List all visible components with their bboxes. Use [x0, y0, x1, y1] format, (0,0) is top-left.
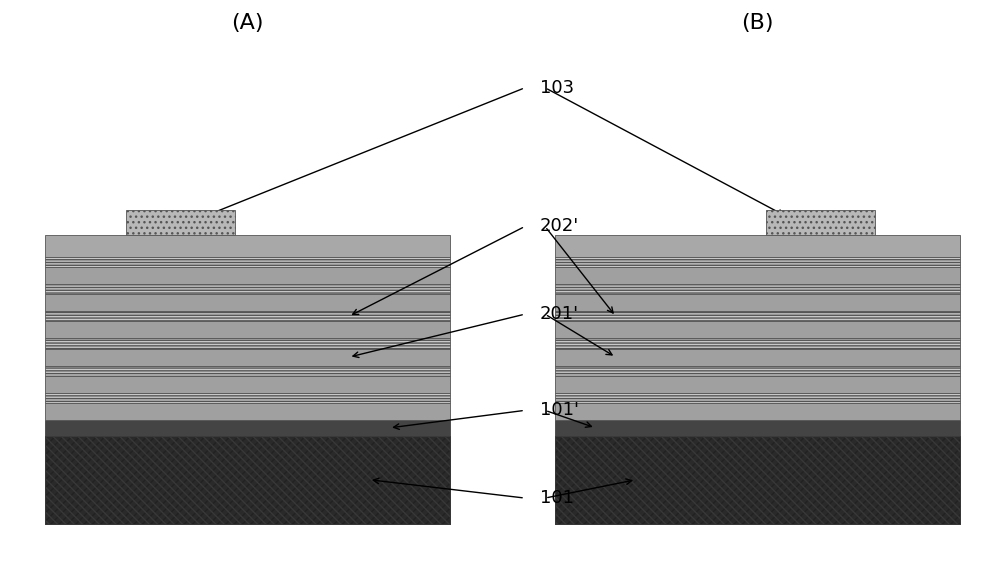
Bar [45, 257, 450, 267]
Bar [555, 321, 960, 338]
Bar [45, 403, 450, 420]
Bar [555, 436, 960, 524]
Bar [45, 235, 450, 257]
Text: 101: 101 [540, 489, 574, 507]
Bar [555, 366, 960, 376]
Text: (A): (A) [231, 12, 264, 33]
Text: 202': 202' [540, 217, 579, 235]
Bar [555, 349, 960, 366]
Bar [555, 436, 960, 524]
Bar [45, 338, 450, 349]
Bar [555, 267, 960, 284]
Bar [45, 267, 450, 284]
Bar [45, 284, 450, 294]
Bar [555, 376, 960, 393]
Text: 201': 201' [540, 305, 579, 323]
Bar [45, 393, 450, 403]
Bar [555, 420, 960, 436]
Bar [45, 376, 450, 393]
Text: 103: 103 [540, 79, 574, 97]
Bar [555, 393, 960, 403]
Bar [555, 338, 960, 349]
Bar [555, 294, 960, 311]
Bar [45, 349, 450, 366]
Text: 101': 101' [540, 401, 579, 419]
Bar [555, 403, 960, 420]
Bar [45, 366, 450, 376]
Bar [45, 294, 450, 311]
Bar [555, 235, 960, 257]
Bar [45, 436, 450, 524]
Bar [555, 311, 960, 321]
Bar [555, 284, 960, 294]
Bar [45, 420, 450, 436]
Bar [45, 436, 450, 524]
Bar [45, 321, 450, 338]
Bar [555, 257, 960, 267]
Bar [766, 210, 875, 235]
Text: (B): (B) [741, 12, 774, 33]
Bar [45, 311, 450, 321]
Bar [126, 210, 235, 235]
